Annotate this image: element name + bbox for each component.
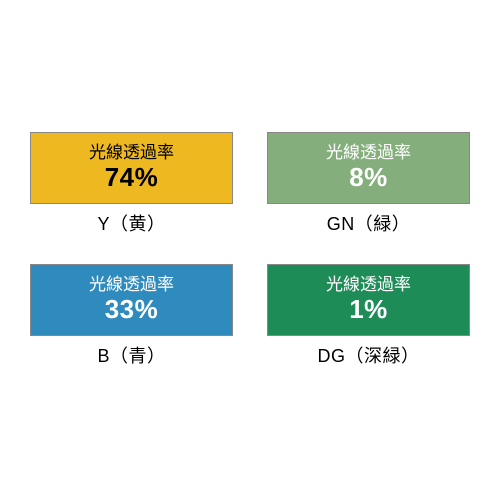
swatch-value: 1% xyxy=(349,295,388,325)
swatch-value: 8% xyxy=(349,163,388,193)
swatch-cell-green: 光線透過率 8% GN（緑） xyxy=(267,132,470,236)
swatch-cell-dark-green: 光線透過率 1% DG（深緑） xyxy=(267,264,470,368)
swatch-cell-yellow: 光線透過率 74% Y（黄） xyxy=(30,132,233,236)
swatch-box-green: 光線透過率 8% xyxy=(267,132,470,204)
swatch-box-blue: 光線透過率 33% xyxy=(30,264,233,336)
swatch-label: 光線透過率 xyxy=(89,143,174,163)
swatch-grid: 光線透過率 74% Y（黄） 光線透過率 8% GN（緑） 光線透過率 33% … xyxy=(0,132,500,368)
swatch-box-yellow: 光線透過率 74% xyxy=(30,132,233,204)
swatch-caption: B（青） xyxy=(97,342,165,368)
swatch-label: 光線透過率 xyxy=(89,275,174,295)
swatch-label: 光線透過率 xyxy=(326,275,411,295)
swatch-value: 74% xyxy=(105,163,159,193)
swatch-cell-blue: 光線透過率 33% B（青） xyxy=(30,264,233,368)
swatch-value: 33% xyxy=(105,295,159,325)
swatch-caption: DG（深緑） xyxy=(318,342,420,368)
swatch-label: 光線透過率 xyxy=(326,143,411,163)
swatch-box-dark-green: 光線透過率 1% xyxy=(267,264,470,336)
swatch-caption: Y（黄） xyxy=(97,210,165,236)
swatch-caption: GN（緑） xyxy=(327,210,411,236)
